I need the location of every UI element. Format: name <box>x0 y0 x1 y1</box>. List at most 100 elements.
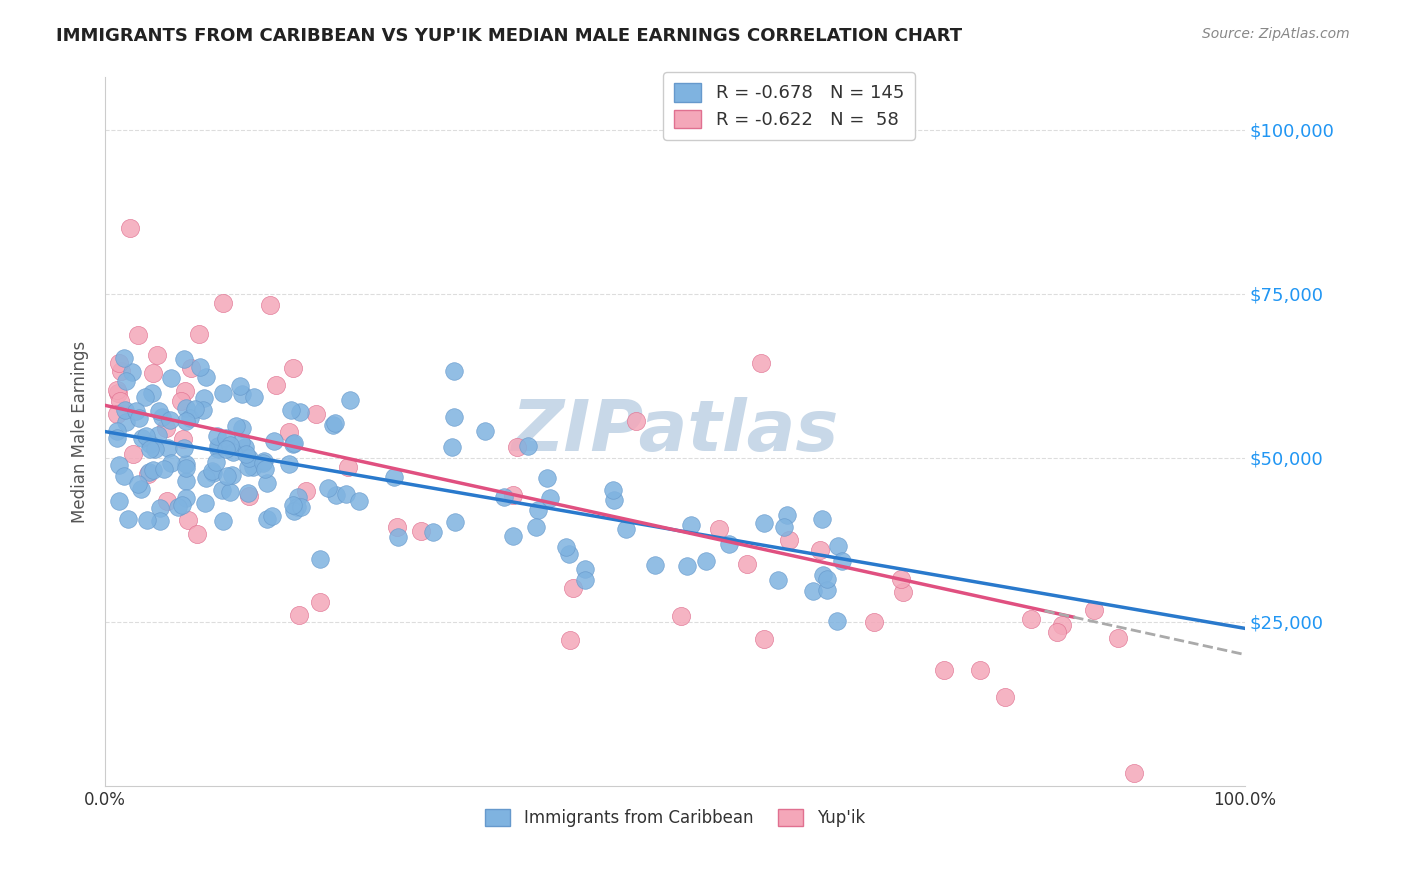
Immigrants from Caribbean <box>801 584 824 599</box>
Yup'ik <box>669 609 692 624</box>
Immigrants from Caribbean <box>603 492 626 507</box>
Immigrants from Caribbean <box>827 539 849 553</box>
Immigrants from Caribbean <box>827 614 849 628</box>
Yup'ik <box>752 632 775 646</box>
Immigrants from Caribbean <box>149 501 172 516</box>
Immigrants from Caribbean <box>277 457 299 471</box>
Yup'ik <box>558 633 581 648</box>
Yup'ik <box>562 581 585 595</box>
Immigrants from Caribbean <box>526 503 548 517</box>
Immigrants from Caribbean <box>811 512 834 526</box>
Immigrants from Caribbean <box>115 375 138 389</box>
Yup'ik <box>107 356 129 370</box>
Immigrants from Caribbean <box>263 434 285 449</box>
Immigrants from Caribbean <box>215 469 238 483</box>
Immigrants from Caribbean <box>474 424 496 438</box>
Immigrants from Caribbean <box>325 416 347 430</box>
Text: Source: ZipAtlas.com: Source: ZipAtlas.com <box>1202 27 1350 41</box>
Immigrants from Caribbean <box>129 482 152 496</box>
Immigrants from Caribbean <box>212 385 235 400</box>
Immigrants from Caribbean <box>309 552 332 566</box>
Immigrants from Caribbean <box>440 441 463 455</box>
Immigrants from Caribbean <box>444 515 467 529</box>
Immigrants from Caribbean <box>142 463 165 477</box>
Immigrants from Caribbean <box>170 498 193 512</box>
Yup'ik <box>891 584 914 599</box>
Yup'ik <box>749 356 772 370</box>
Immigrants from Caribbean <box>215 442 238 457</box>
Immigrants from Caribbean <box>574 573 596 587</box>
Immigrants from Caribbean <box>349 494 371 508</box>
Immigrants from Caribbean <box>325 488 347 502</box>
Immigrants from Caribbean <box>339 392 361 407</box>
Yup'ik <box>295 484 318 499</box>
Immigrants from Caribbean <box>225 419 247 434</box>
Immigrants from Caribbean <box>717 537 740 551</box>
Immigrants from Caribbean <box>536 471 558 485</box>
Immigrants from Caribbean <box>202 466 225 480</box>
Yup'ik <box>305 407 328 421</box>
Immigrants from Caribbean <box>681 517 703 532</box>
Immigrants from Caribbean <box>228 378 250 392</box>
Immigrants from Caribbean <box>494 490 516 504</box>
Immigrants from Caribbean <box>283 436 305 450</box>
Immigrants from Caribbean <box>236 486 259 500</box>
Yup'ik <box>146 348 169 362</box>
Yup'ik <box>735 558 758 572</box>
Immigrants from Caribbean <box>285 500 308 514</box>
Immigrants from Caribbean <box>811 567 834 582</box>
Immigrants from Caribbean <box>614 522 637 536</box>
Immigrants from Caribbean <box>174 461 197 475</box>
Immigrants from Caribbean <box>602 483 624 497</box>
Immigrants from Caribbean <box>143 442 166 456</box>
Immigrants from Caribbean <box>107 494 129 508</box>
Yup'ik <box>122 447 145 461</box>
Yup'ik <box>1050 618 1073 632</box>
Yup'ik <box>337 459 360 474</box>
Immigrants from Caribbean <box>148 428 170 442</box>
Immigrants from Caribbean <box>105 424 128 438</box>
Yup'ik <box>409 524 432 538</box>
Yup'ik <box>259 298 281 312</box>
Immigrants from Caribbean <box>152 409 174 424</box>
Yup'ik <box>1019 612 1042 626</box>
Immigrants from Caribbean <box>280 402 302 417</box>
Immigrants from Caribbean <box>174 474 197 488</box>
Immigrants from Caribbean <box>229 434 252 449</box>
Immigrants from Caribbean <box>179 411 201 425</box>
Immigrants from Caribbean <box>193 392 215 406</box>
Yup'ik <box>934 663 956 677</box>
Yup'ik <box>278 425 301 440</box>
Yup'ik <box>624 414 647 428</box>
Yup'ik <box>264 377 287 392</box>
Immigrants from Caribbean <box>135 429 157 443</box>
Yup'ik <box>1123 765 1146 780</box>
Yup'ik <box>186 526 208 541</box>
Immigrants from Caribbean <box>191 403 214 417</box>
Legend: Immigrants from Caribbean, Yup'ik: Immigrants from Caribbean, Yup'ik <box>479 803 872 834</box>
Yup'ik <box>142 366 165 380</box>
Immigrants from Caribbean <box>174 491 197 505</box>
Immigrants from Caribbean <box>173 441 195 455</box>
Yup'ik <box>308 595 330 609</box>
Yup'ik <box>994 690 1017 705</box>
Immigrants from Caribbean <box>159 413 181 427</box>
Immigrants from Caribbean <box>174 457 197 471</box>
Immigrants from Caribbean <box>135 513 157 527</box>
Immigrants from Caribbean <box>288 405 311 419</box>
Yup'ik <box>127 328 149 343</box>
Immigrants from Caribbean <box>117 512 139 526</box>
Yup'ik <box>212 295 235 310</box>
Immigrants from Caribbean <box>287 490 309 504</box>
Yup'ik <box>1107 631 1129 645</box>
Immigrants from Caribbean <box>121 365 143 379</box>
Immigrants from Caribbean <box>131 431 153 445</box>
Immigrants from Caribbean <box>316 481 339 495</box>
Immigrants from Caribbean <box>148 404 170 418</box>
Immigrants from Caribbean <box>260 509 283 524</box>
Immigrants from Caribbean <box>644 558 666 572</box>
Immigrants from Caribbean <box>218 484 240 499</box>
Yup'ik <box>890 572 912 586</box>
Immigrants from Caribbean <box>281 498 304 512</box>
Immigrants from Caribbean <box>555 540 578 554</box>
